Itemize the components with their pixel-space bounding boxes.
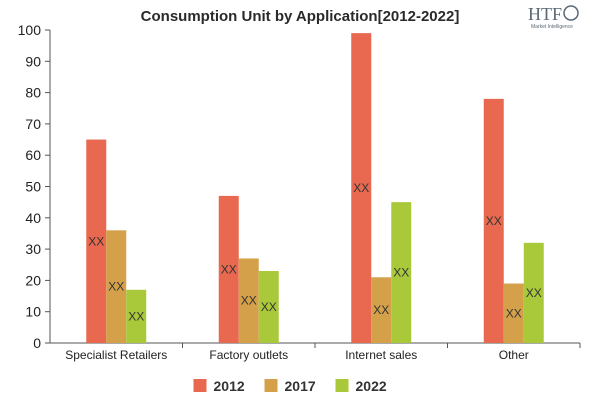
data-label: XX [221, 262, 237, 276]
y-tick-label: 40 [25, 210, 41, 226]
data-label: XX [353, 181, 369, 195]
data-label: XX [108, 280, 124, 294]
data-label: XX [128, 309, 144, 323]
data-label: XX [88, 234, 104, 248]
bar-2022-3 [523, 242, 544, 343]
legend-swatch-2017 [264, 379, 278, 392]
data-label: XX [241, 294, 257, 308]
data-label: XX [486, 214, 502, 228]
bar-2017-3 [503, 283, 524, 343]
legend-swatch-2022 [335, 379, 349, 392]
data-label: XX [373, 303, 389, 317]
bar-2012-2 [351, 33, 372, 343]
logo-globe-icon [563, 5, 579, 21]
bar-2022-1 [258, 271, 279, 343]
bars [86, 33, 544, 343]
data-label: XX [261, 300, 277, 314]
y-tick-label: 30 [25, 241, 41, 257]
y-tick-label: 90 [25, 53, 41, 69]
y-tick-label: 80 [25, 85, 41, 101]
data-label: XX [526, 286, 542, 300]
legend-label: 2012 [214, 378, 245, 394]
data-labels: XX XX XX XX XX XX XX XX XX XX XX XX [88, 181, 542, 323]
bar-2012-1 [218, 195, 239, 343]
bar-2012-0 [86, 139, 107, 343]
y-tick-label: 60 [25, 147, 41, 163]
logo-brand: HTF [528, 4, 562, 24]
bar-2022-2 [391, 202, 412, 343]
axes: 0 10 20 30 40 50 60 70 80 90 100 Specialist Retaile… [18, 22, 581, 362]
data-label: XX [506, 306, 522, 320]
bar-2017-2 [371, 277, 392, 343]
legend-swatch-2012 [193, 379, 207, 392]
y-tick-label: 50 [25, 179, 41, 195]
legend-label: 2022 [356, 378, 387, 394]
x-tick-label: Internet sales [345, 348, 417, 362]
htf-logo: HTF Market Intelligence [528, 4, 579, 30]
legend: 2012 2017 2022 [193, 378, 387, 394]
bar-2012-3 [483, 98, 504, 343]
bar-2017-0 [106, 230, 127, 343]
data-label: XX [393, 266, 409, 280]
y-tick-label: 0 [33, 335, 41, 351]
bar-2022-0 [126, 289, 147, 343]
y-tick-label: 10 [25, 304, 41, 320]
x-tick-label: Other [499, 348, 529, 362]
x-tick-label: Factory outlets [209, 348, 288, 362]
bar-2017-1 [238, 258, 259, 343]
x-tick-label: Specialist Retailers [65, 348, 167, 362]
legend-label: 2017 [285, 378, 316, 394]
y-tick-label: 70 [25, 116, 41, 132]
y-tick-label: 20 [25, 272, 41, 288]
chart-title: Consumption Unit by Application[2012-202… [141, 8, 460, 25]
y-tick-label: 100 [18, 22, 42, 38]
logo-tagline: Market Intelligence [531, 24, 573, 30]
